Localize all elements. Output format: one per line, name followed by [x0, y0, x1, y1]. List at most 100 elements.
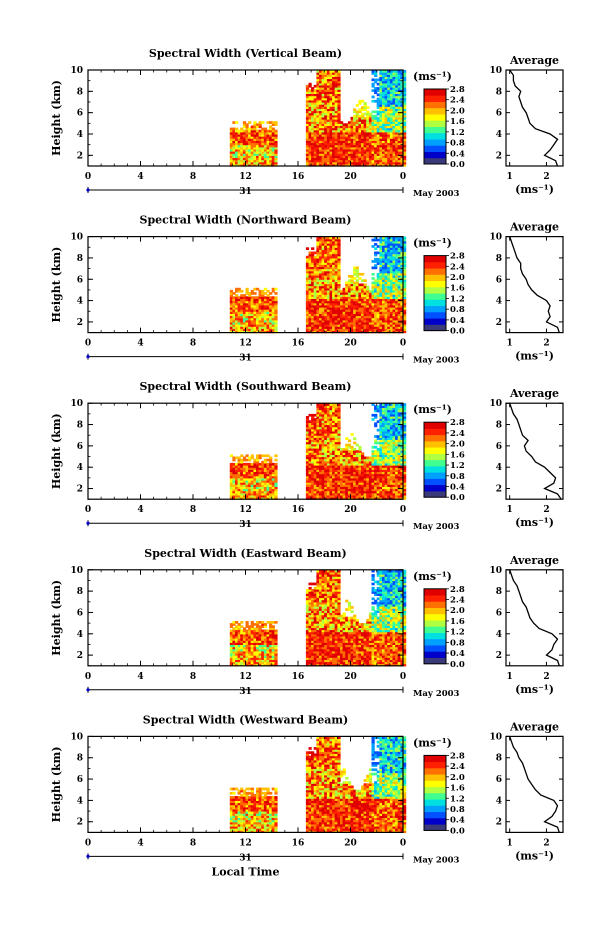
heatmap-cell	[266, 326, 270, 329]
heatmap-cell	[374, 309, 378, 312]
heatmap-cell	[258, 125, 262, 129]
heatmap-cell	[403, 93, 407, 97]
heatmap-cell	[311, 497, 315, 500]
heatmap-cell	[256, 146, 260, 150]
heatmap-cell	[326, 245, 331, 248]
heatmap-cell	[271, 148, 275, 152]
heatmap-cell	[321, 245, 325, 248]
heatmap-cell	[321, 138, 325, 141]
heatmap-cell	[326, 110, 331, 114]
heatmap-cell	[334, 70, 338, 73]
heatmap-cell	[329, 255, 333, 259]
heatmap-cell	[324, 324, 328, 327]
heatmap-cell	[256, 497, 260, 500]
heatmap-cell	[240, 159, 244, 163]
heatmap-cell	[229, 321, 233, 325]
heatmap-cell	[326, 84, 331, 88]
heatmap-cell	[324, 102, 328, 105]
heatmap-cell	[337, 136, 341, 139]
heatmap-cell	[353, 302, 357, 306]
heatmap-cell	[332, 319, 336, 323]
heatmap-cell	[263, 159, 268, 163]
y-tick-label: 4	[77, 297, 83, 307]
heatmap-cell	[256, 129, 260, 133]
heatmap-cell	[313, 131, 317, 135]
heatmap-cell	[329, 279, 333, 282]
heatmap-cell	[374, 289, 378, 293]
heatmap-cell	[240, 313, 244, 317]
heatmap-cell	[305, 163, 310, 167]
heatmap-cell	[376, 157, 380, 161]
heatmap-cell	[253, 317, 257, 321]
heatmap-cell	[261, 144, 265, 148]
heatmap-cell	[368, 136, 373, 139]
heatmap-cell	[305, 272, 310, 276]
heatmap-cell	[392, 144, 396, 148]
heatmap-cell	[263, 148, 268, 152]
heatmap-cell	[392, 253, 396, 257]
heatmap-cell	[382, 144, 386, 148]
heatmap-cell	[240, 460, 244, 464]
heatmap-cell	[316, 136, 320, 139]
heatmap-cell	[384, 87, 388, 90]
heatmap-cell	[321, 125, 325, 129]
heatmap-cell	[256, 298, 260, 302]
heatmap-cell	[324, 277, 328, 280]
heatmap-cell	[332, 275, 336, 278]
heatmap-cell	[389, 134, 394, 137]
heatmap-cell	[379, 95, 383, 99]
heatmap-cell	[261, 138, 265, 141]
heatmap-cell	[337, 144, 341, 148]
heatmap-cell	[258, 475, 262, 479]
heatmap-cell	[337, 260, 341, 263]
heatmap-cell	[321, 279, 325, 282]
heatmap-cell	[269, 477, 273, 481]
heatmap-cell	[358, 321, 362, 325]
heatmap-cell	[353, 313, 357, 317]
heatmap-cell	[387, 72, 391, 75]
heatmap-cell	[329, 300, 333, 304]
heatmap-cell	[269, 151, 273, 154]
heatmap-cell	[253, 471, 257, 475]
heatmap-cell	[397, 328, 401, 331]
heatmap-cell	[355, 321, 359, 325]
heatmap-cell	[250, 136, 254, 139]
heatmap-cell	[376, 121, 380, 124]
heatmap-cell	[271, 161, 275, 165]
heatmap-cell	[342, 321, 346, 325]
heatmap-cell	[397, 146, 401, 150]
heatmap-cell	[371, 317, 375, 321]
heatmap-cell	[311, 247, 315, 250]
heatmap-cell	[266, 473, 270, 477]
heatmap-cell	[332, 289, 336, 293]
heatmap-cell	[256, 287, 260, 291]
heatmap-cell	[337, 249, 341, 253]
heatmap-cell	[376, 104, 380, 107]
heatmap-cell	[308, 330, 312, 334]
heatmap-cell	[253, 125, 257, 129]
heatmap-cell	[311, 97, 315, 101]
heatmap-cell	[308, 300, 312, 304]
heatmap-cell	[384, 108, 388, 112]
heatmap-cell	[250, 155, 254, 158]
heatmap-cell	[363, 121, 367, 124]
heatmap-cell	[384, 91, 388, 94]
heatmap-cell	[353, 134, 357, 137]
heatmap-cell	[363, 102, 367, 105]
heatmap-cell	[242, 304, 247, 308]
heatmap-cell	[329, 121, 333, 124]
heatmap-cell	[379, 74, 383, 77]
heatmap-cell	[389, 91, 394, 94]
heatmap-cell	[305, 129, 310, 133]
heatmap-cell	[329, 93, 333, 97]
heatmap-cell	[311, 144, 315, 148]
heatmap-cell	[340, 317, 344, 321]
heatmap-cell	[387, 93, 391, 97]
heatmap-cell	[316, 163, 320, 167]
heatmap-cell	[321, 116, 325, 120]
heatmap-cell	[361, 302, 365, 306]
heatmap-cell	[240, 161, 244, 165]
heatmap-cell	[316, 151, 320, 154]
heatmap-cell	[358, 148, 362, 152]
heatmap-cell	[363, 106, 367, 109]
